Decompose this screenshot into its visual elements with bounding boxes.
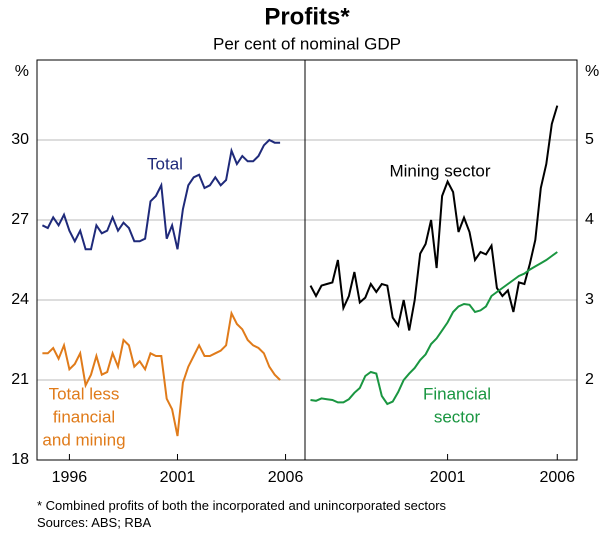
x-tick-label: 2006 — [268, 469, 304, 486]
y-tick-label: 30 — [11, 131, 29, 148]
y-tick-label: 2 — [585, 371, 594, 388]
series-label: Total less — [49, 384, 120, 403]
y-tick-label: 24 — [11, 291, 29, 308]
chart-subtitle: Per cent of nominal GDP — [213, 34, 401, 53]
y-tick-label: 21 — [11, 371, 29, 388]
series-label: Mining sector — [389, 161, 490, 180]
series-label: Financial — [423, 384, 491, 403]
series-label: financial — [53, 407, 115, 426]
series-label: sector — [434, 407, 481, 426]
x-tick-label: 2006 — [539, 469, 575, 486]
source-note: Sources: ABS; RBA — [37, 515, 151, 530]
y-unit-label: % — [585, 63, 599, 80]
x-tick-label: 2001 — [160, 469, 196, 486]
series-line — [309, 105, 559, 331]
series-line — [310, 251, 558, 406]
x-tick-label: 2001 — [430, 469, 466, 486]
y-unit-label: % — [15, 63, 29, 80]
y-tick-label: 4 — [585, 211, 594, 228]
series-label: Total — [147, 154, 183, 173]
plot-frame — [36, 59, 578, 461]
series-label: and mining — [42, 430, 125, 449]
y-tick-label: 3 — [585, 291, 594, 308]
chart-title: Profits* — [264, 3, 350, 30]
y-tick-label: 27 — [11, 211, 29, 228]
y-tick-label: 5 — [585, 131, 594, 148]
series-line — [41, 138, 281, 251]
footnote: * Combined profits of both the incorpora… — [37, 498, 447, 513]
x-tick-label: 1996 — [52, 469, 88, 486]
y-tick-label: 18 — [11, 451, 29, 468]
series-line — [42, 310, 281, 437]
